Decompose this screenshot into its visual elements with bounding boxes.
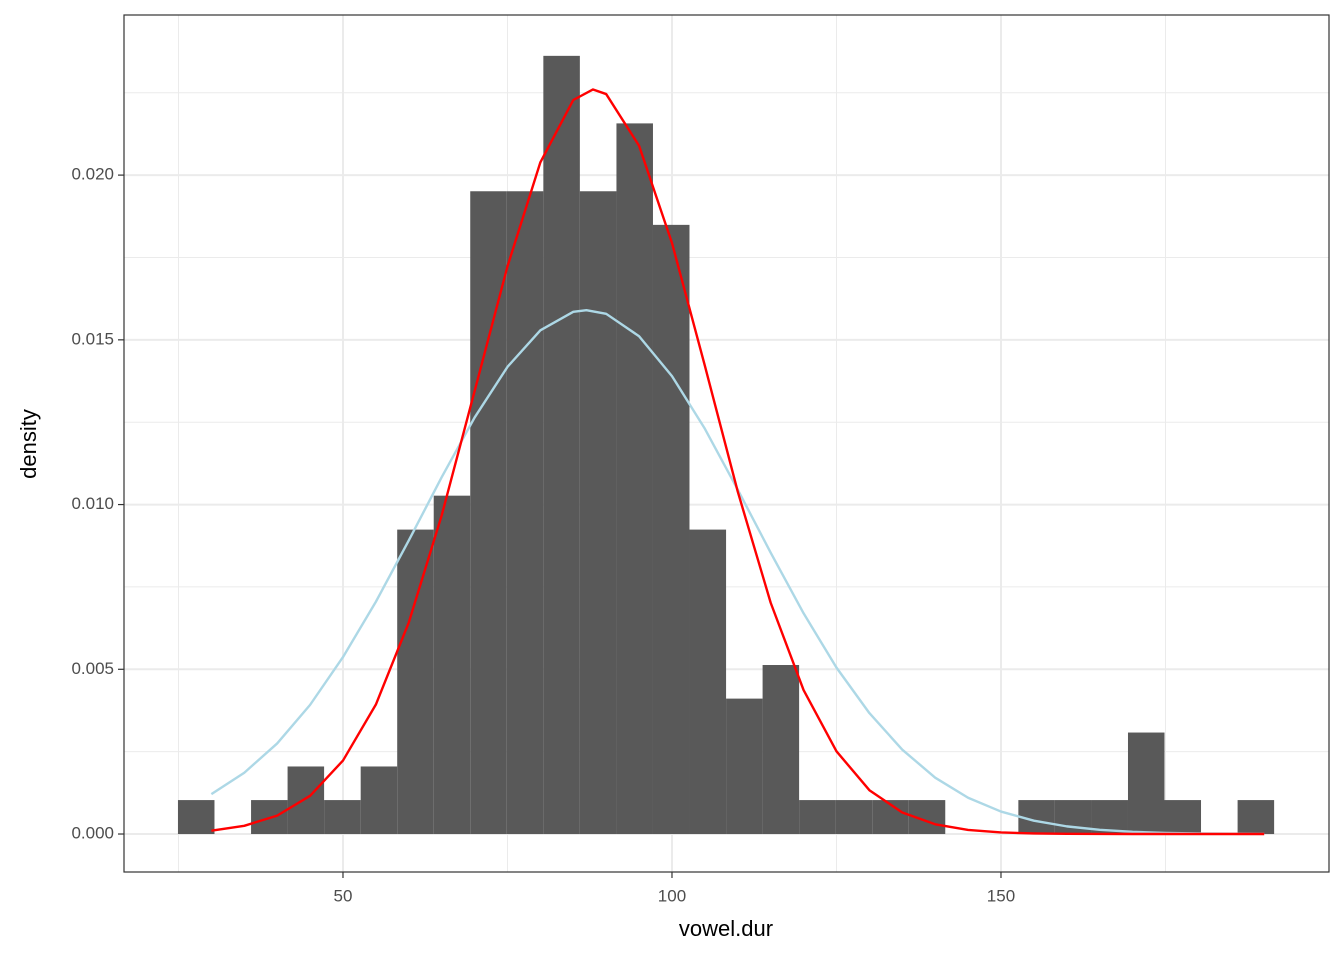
- bar: [433, 495, 471, 835]
- bar: [397, 529, 434, 835]
- bar: [324, 800, 361, 835]
- y-tick-label: 0.010: [71, 494, 114, 513]
- y-axis-title: density: [16, 409, 41, 479]
- x-tick-label: 100: [658, 886, 686, 905]
- bar: [360, 766, 398, 835]
- bar: [506, 191, 544, 835]
- bar: [1091, 800, 1128, 835]
- bar: [689, 529, 727, 835]
- bar: [1164, 800, 1202, 835]
- density-curve: [210, 308, 1265, 836]
- y-tick-label: 0.015: [71, 329, 114, 348]
- x-tick-label: 150: [987, 886, 1015, 905]
- bar: [652, 224, 690, 835]
- bar: [1127, 732, 1165, 835]
- bar: [470, 191, 507, 835]
- y-tick-label: 0.020: [71, 165, 114, 184]
- bar: [177, 800, 215, 835]
- bar: [616, 123, 653, 835]
- bar: [762, 665, 800, 835]
- panel-border: [123, 14, 1330, 873]
- bar: [1237, 800, 1275, 835]
- bar: [799, 800, 836, 835]
- x-axis-title: vowel.dur: [679, 916, 773, 941]
- y-tick-label: 0.000: [71, 823, 114, 842]
- x-tick-label: 50: [334, 886, 353, 905]
- bar: [543, 55, 580, 835]
- density-curve: [211, 88, 1265, 836]
- bar: [835, 800, 873, 835]
- bar: [726, 698, 763, 835]
- bar: [579, 191, 617, 835]
- bar: [287, 766, 325, 835]
- y-tick-label: 0.005: [71, 659, 114, 678]
